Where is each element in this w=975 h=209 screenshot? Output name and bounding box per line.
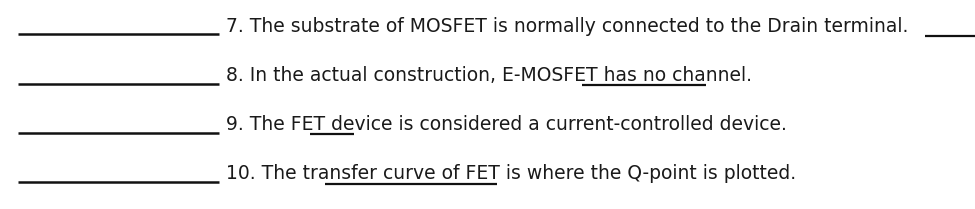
Text: 10. The: 10. The [226,164,303,183]
Text: 9. The FET device is considered a current-controlled device.: 9. The FET device is considered a curren… [226,115,787,134]
Text: 10. The transfer curve of FET is where the Q-point is plotted.: 10. The transfer curve of FET is where t… [226,164,797,183]
Text: 7. The substrate of MOSFET is normally connected to the: 7. The substrate of MOSFET is normally c… [226,17,767,36]
Text: Drain: Drain [924,17,975,36]
Text: E-MOSFET: E-MOSFET [582,66,678,85]
Text: 9. The: 9. The [226,115,291,134]
Text: FET: FET [310,115,344,134]
Text: 8. In the actual construction,: 8. In the actual construction, [226,66,502,85]
Text: 8. In the actual construction, E-MOSFET has no channel.: 8. In the actual construction, E-MOSFET … [226,66,752,85]
Text: 7. The substrate of MOSFET is normally connected to the Drain terminal.: 7. The substrate of MOSFET is normally c… [226,17,909,36]
Text: transfer curve: transfer curve [325,164,458,183]
